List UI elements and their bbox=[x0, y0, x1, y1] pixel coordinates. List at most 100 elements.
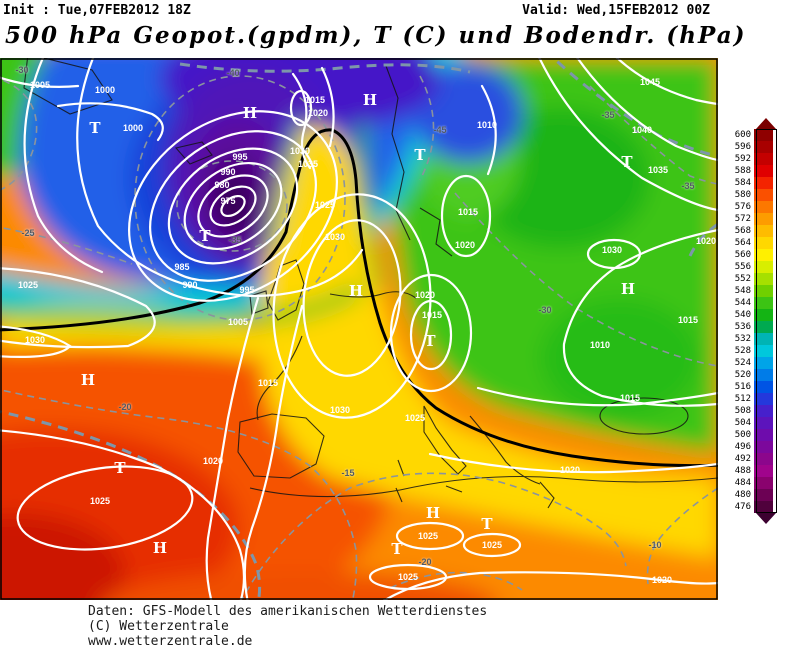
scale-value-label: 548 bbox=[734, 286, 751, 296]
scale-entry: 528 bbox=[728, 345, 776, 357]
scale-color-swatch bbox=[754, 165, 773, 177]
scale-color-swatch bbox=[754, 189, 773, 201]
footer-line-source: Daten: GFS-Modell des amerikanischen Wet… bbox=[88, 604, 488, 619]
scale-color-swatch bbox=[754, 273, 773, 285]
scale-entry: 576 bbox=[728, 201, 776, 213]
scale-color-swatch bbox=[754, 321, 773, 333]
scale-value-label: 576 bbox=[734, 202, 751, 212]
scale-color-swatch bbox=[754, 441, 773, 453]
scale-entry: 496 bbox=[728, 441, 776, 453]
init-time-label: Init : Tue,07FEB2012 18Z bbox=[3, 3, 191, 18]
scale-entry: 580 bbox=[728, 189, 776, 201]
scale-color-swatch bbox=[754, 285, 773, 297]
scale-value-label: 544 bbox=[734, 298, 751, 308]
scale-value-label: 516 bbox=[734, 382, 751, 392]
scale-value-label: 524 bbox=[734, 358, 751, 368]
scale-color-swatch bbox=[754, 177, 773, 189]
scale-value-label: 592 bbox=[734, 154, 751, 164]
scale-color-swatch bbox=[754, 453, 773, 465]
footer-credits: Daten: GFS-Modell des amerikanischen Wet… bbox=[88, 604, 487, 648]
scale-value-label: 596 bbox=[734, 142, 751, 152]
scale-entry: 476 bbox=[728, 501, 776, 513]
scale-color-swatch bbox=[754, 129, 773, 141]
scale-value-label: 560 bbox=[734, 250, 751, 260]
scale-entry: 556 bbox=[728, 261, 776, 273]
scale-entry: 584 bbox=[728, 177, 776, 189]
scale-color-swatch bbox=[754, 261, 773, 273]
scale-value-label: 512 bbox=[734, 394, 751, 404]
scale-entry: 600 bbox=[728, 129, 776, 141]
scale-entry: 500 bbox=[728, 429, 776, 441]
scale-entry: 480 bbox=[728, 489, 776, 501]
scale-value-label: 564 bbox=[734, 238, 751, 248]
scale-color-swatch bbox=[754, 357, 773, 369]
scale-rows: 600 596 592 588 584 580 576 572 568 564 560 556 552 5… bbox=[728, 129, 777, 513]
scale-value-label: 480 bbox=[734, 490, 751, 500]
footer-line-copyright: (C) Wetterzentrale bbox=[88, 619, 229, 634]
scale-value-label: 500 bbox=[734, 430, 751, 440]
scale-color-swatch bbox=[754, 393, 773, 405]
scale-entry: 560 bbox=[728, 249, 776, 261]
scale-entry: 540 bbox=[728, 309, 776, 321]
scale-entry: 592 bbox=[728, 153, 776, 165]
scale-value-label: 568 bbox=[734, 226, 751, 236]
map-svg bbox=[0, 58, 718, 600]
scale-color-swatch bbox=[754, 237, 773, 249]
scale-value-label: 476 bbox=[734, 502, 751, 512]
scale-value-label: 572 bbox=[734, 214, 751, 224]
scale-value-label: 504 bbox=[734, 418, 751, 428]
scale-value-label: 600 bbox=[734, 130, 751, 140]
scale-entry: 516 bbox=[728, 381, 776, 393]
scale-color-swatch bbox=[754, 309, 773, 321]
scale-value-label: 588 bbox=[734, 166, 751, 176]
scale-color-swatch bbox=[754, 249, 773, 261]
scale-color-swatch bbox=[754, 501, 773, 513]
scale-color-swatch bbox=[754, 417, 773, 429]
scale-value-label: 552 bbox=[734, 274, 751, 284]
scale-color-swatch bbox=[754, 141, 773, 153]
scale-color-swatch bbox=[754, 465, 773, 477]
scale-entry: 488 bbox=[728, 465, 776, 477]
scale-entry: 484 bbox=[728, 477, 776, 489]
scale-entry: 504 bbox=[728, 417, 776, 429]
scale-color-swatch bbox=[754, 381, 773, 393]
scale-arrow-down-icon bbox=[756, 513, 776, 524]
scale-entry: 536 bbox=[728, 321, 776, 333]
geopotential-color-field bbox=[0, 58, 718, 600]
isobar-lines bbox=[0, 58, 718, 600]
isotherm-lines bbox=[0, 75, 718, 600]
geopotential-color-scale: 600 596 592 588 584 580 576 572 568 564 560 556 552 5… bbox=[728, 118, 777, 524]
scale-value-label: 540 bbox=[734, 310, 751, 320]
scale-entry: 572 bbox=[728, 213, 776, 225]
scale-entry: 532 bbox=[728, 333, 776, 345]
scale-color-swatch bbox=[754, 333, 773, 345]
scale-entry: 568 bbox=[728, 225, 776, 237]
scale-entry: 520 bbox=[728, 369, 776, 381]
scale-entry: 552 bbox=[728, 273, 776, 285]
scale-color-swatch bbox=[754, 201, 773, 213]
footer-line-url: www.wetterzentrale.de bbox=[88, 634, 253, 648]
scale-entry: 548 bbox=[728, 285, 776, 297]
scale-color-swatch bbox=[754, 153, 773, 165]
contour-552 bbox=[0, 128, 718, 468]
scale-color-swatch bbox=[754, 429, 773, 441]
scale-value-label: 580 bbox=[734, 190, 751, 200]
weather-map: 1005 1000 1000 1015 1020 1030 1035 995 990 980 975… bbox=[0, 58, 718, 600]
scale-color-swatch bbox=[754, 225, 773, 237]
scale-arrow-up-icon bbox=[756, 118, 776, 129]
scale-value-label: 496 bbox=[734, 442, 751, 452]
scale-entry: 524 bbox=[728, 357, 776, 369]
map-frame bbox=[0, 58, 718, 600]
scale-value-label: 536 bbox=[734, 322, 751, 332]
scale-color-swatch bbox=[754, 405, 773, 417]
scale-value-label: 556 bbox=[734, 262, 751, 272]
scale-entry: 512 bbox=[728, 393, 776, 405]
scale-color-swatch bbox=[754, 369, 773, 381]
scale-entry: 544 bbox=[728, 297, 776, 309]
valid-time-label: Valid: Wed,15FEB2012 00Z bbox=[522, 3, 710, 18]
scale-entry: 508 bbox=[728, 405, 776, 417]
scale-value-label: 492 bbox=[734, 454, 751, 464]
scale-value-label: 488 bbox=[734, 466, 751, 476]
scale-value-label: 520 bbox=[734, 370, 751, 380]
